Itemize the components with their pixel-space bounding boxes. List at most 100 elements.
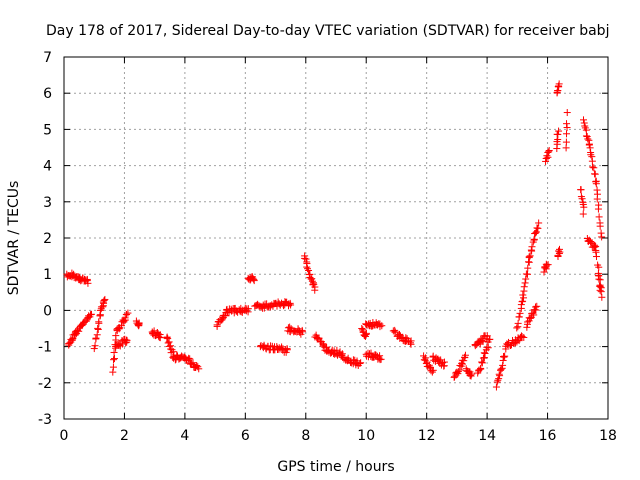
data-point xyxy=(110,348,118,356)
data-point xyxy=(585,141,593,149)
data-point xyxy=(515,337,523,345)
data-point xyxy=(122,311,130,319)
x-tick-label: 2 xyxy=(120,428,129,444)
data-point xyxy=(554,251,562,259)
data-point xyxy=(582,126,590,134)
data-point xyxy=(461,351,469,359)
data-point xyxy=(535,219,543,227)
data-point xyxy=(526,314,534,322)
data-point xyxy=(597,288,605,296)
data-point xyxy=(250,277,258,285)
data-point xyxy=(584,135,592,143)
data-point xyxy=(332,350,340,358)
y-tick-label: -1 xyxy=(38,340,52,356)
data-point xyxy=(75,327,83,335)
data-point xyxy=(283,346,291,354)
data-point xyxy=(555,127,563,135)
data-point xyxy=(478,337,486,345)
data-point xyxy=(429,366,437,374)
data-point xyxy=(479,354,487,362)
data-point xyxy=(185,354,193,362)
data-point xyxy=(578,195,586,203)
data-point xyxy=(587,238,595,246)
y-tick-label: 2 xyxy=(43,231,52,247)
x-tick-label: 12 xyxy=(418,428,436,444)
y-tick-label: 1 xyxy=(43,267,52,283)
data-point xyxy=(155,332,163,340)
data-point xyxy=(244,305,252,313)
data-point xyxy=(563,124,571,132)
data-point xyxy=(595,282,603,290)
data-point xyxy=(451,373,459,381)
chart-title: Day 178 of 2017, Sidereal Day-to-day VTE… xyxy=(46,23,609,39)
data-point xyxy=(391,328,399,336)
y-tick-label: 5 xyxy=(43,122,52,138)
data-point xyxy=(579,210,587,218)
data-point xyxy=(593,195,601,203)
data-point xyxy=(92,334,100,342)
data-point xyxy=(515,313,523,321)
data-point xyxy=(519,291,527,299)
data-point xyxy=(555,83,563,91)
x-tick-label: 4 xyxy=(180,428,189,444)
data-point xyxy=(528,243,536,251)
data-point xyxy=(120,317,128,325)
data-point xyxy=(545,147,553,155)
data-point xyxy=(475,366,483,374)
data-point xyxy=(598,293,606,301)
data-point xyxy=(84,279,92,287)
data-point xyxy=(135,321,143,329)
data-point xyxy=(494,376,502,384)
data-point xyxy=(542,157,550,165)
data-point xyxy=(532,228,540,236)
data-point xyxy=(109,363,117,371)
data-point xyxy=(581,122,589,130)
data-point xyxy=(483,332,491,340)
data-point xyxy=(521,279,529,287)
data-point xyxy=(532,229,540,237)
data-point xyxy=(533,302,541,310)
data-point xyxy=(372,351,380,359)
data-point xyxy=(523,323,531,331)
data-point xyxy=(281,298,289,306)
data-point xyxy=(595,213,603,221)
data-point xyxy=(592,177,600,185)
data-point xyxy=(477,364,485,372)
data-point xyxy=(591,170,599,178)
data-point xyxy=(580,203,588,211)
data-point xyxy=(563,109,571,117)
data-point xyxy=(492,383,500,391)
data-point xyxy=(594,205,602,213)
data-point xyxy=(592,253,600,261)
data-point xyxy=(543,261,551,269)
data-point xyxy=(497,365,505,373)
x-tick-label: 6 xyxy=(241,428,250,444)
data-point xyxy=(96,306,104,314)
y-tick-label: 0 xyxy=(43,303,52,319)
y-tick-label: 6 xyxy=(43,86,52,102)
data-point xyxy=(563,130,571,138)
data-point xyxy=(91,342,99,350)
data-point xyxy=(362,329,370,337)
data-point xyxy=(526,252,534,260)
data-point xyxy=(213,321,221,329)
data-point xyxy=(186,355,194,363)
data-point xyxy=(460,357,468,365)
data-point xyxy=(478,359,486,367)
data-point xyxy=(514,319,522,327)
data-point xyxy=(524,318,532,326)
x-tick-label: 16 xyxy=(539,428,557,444)
data-point xyxy=(302,255,310,263)
data-point xyxy=(495,375,503,383)
data-point xyxy=(577,186,585,194)
data-point xyxy=(563,120,571,128)
data-point xyxy=(520,333,528,341)
data-point xyxy=(83,275,91,283)
data-point xyxy=(486,335,494,343)
data-point xyxy=(95,318,103,326)
data-point xyxy=(117,322,125,330)
data-point xyxy=(556,245,564,253)
data-point xyxy=(479,337,487,345)
